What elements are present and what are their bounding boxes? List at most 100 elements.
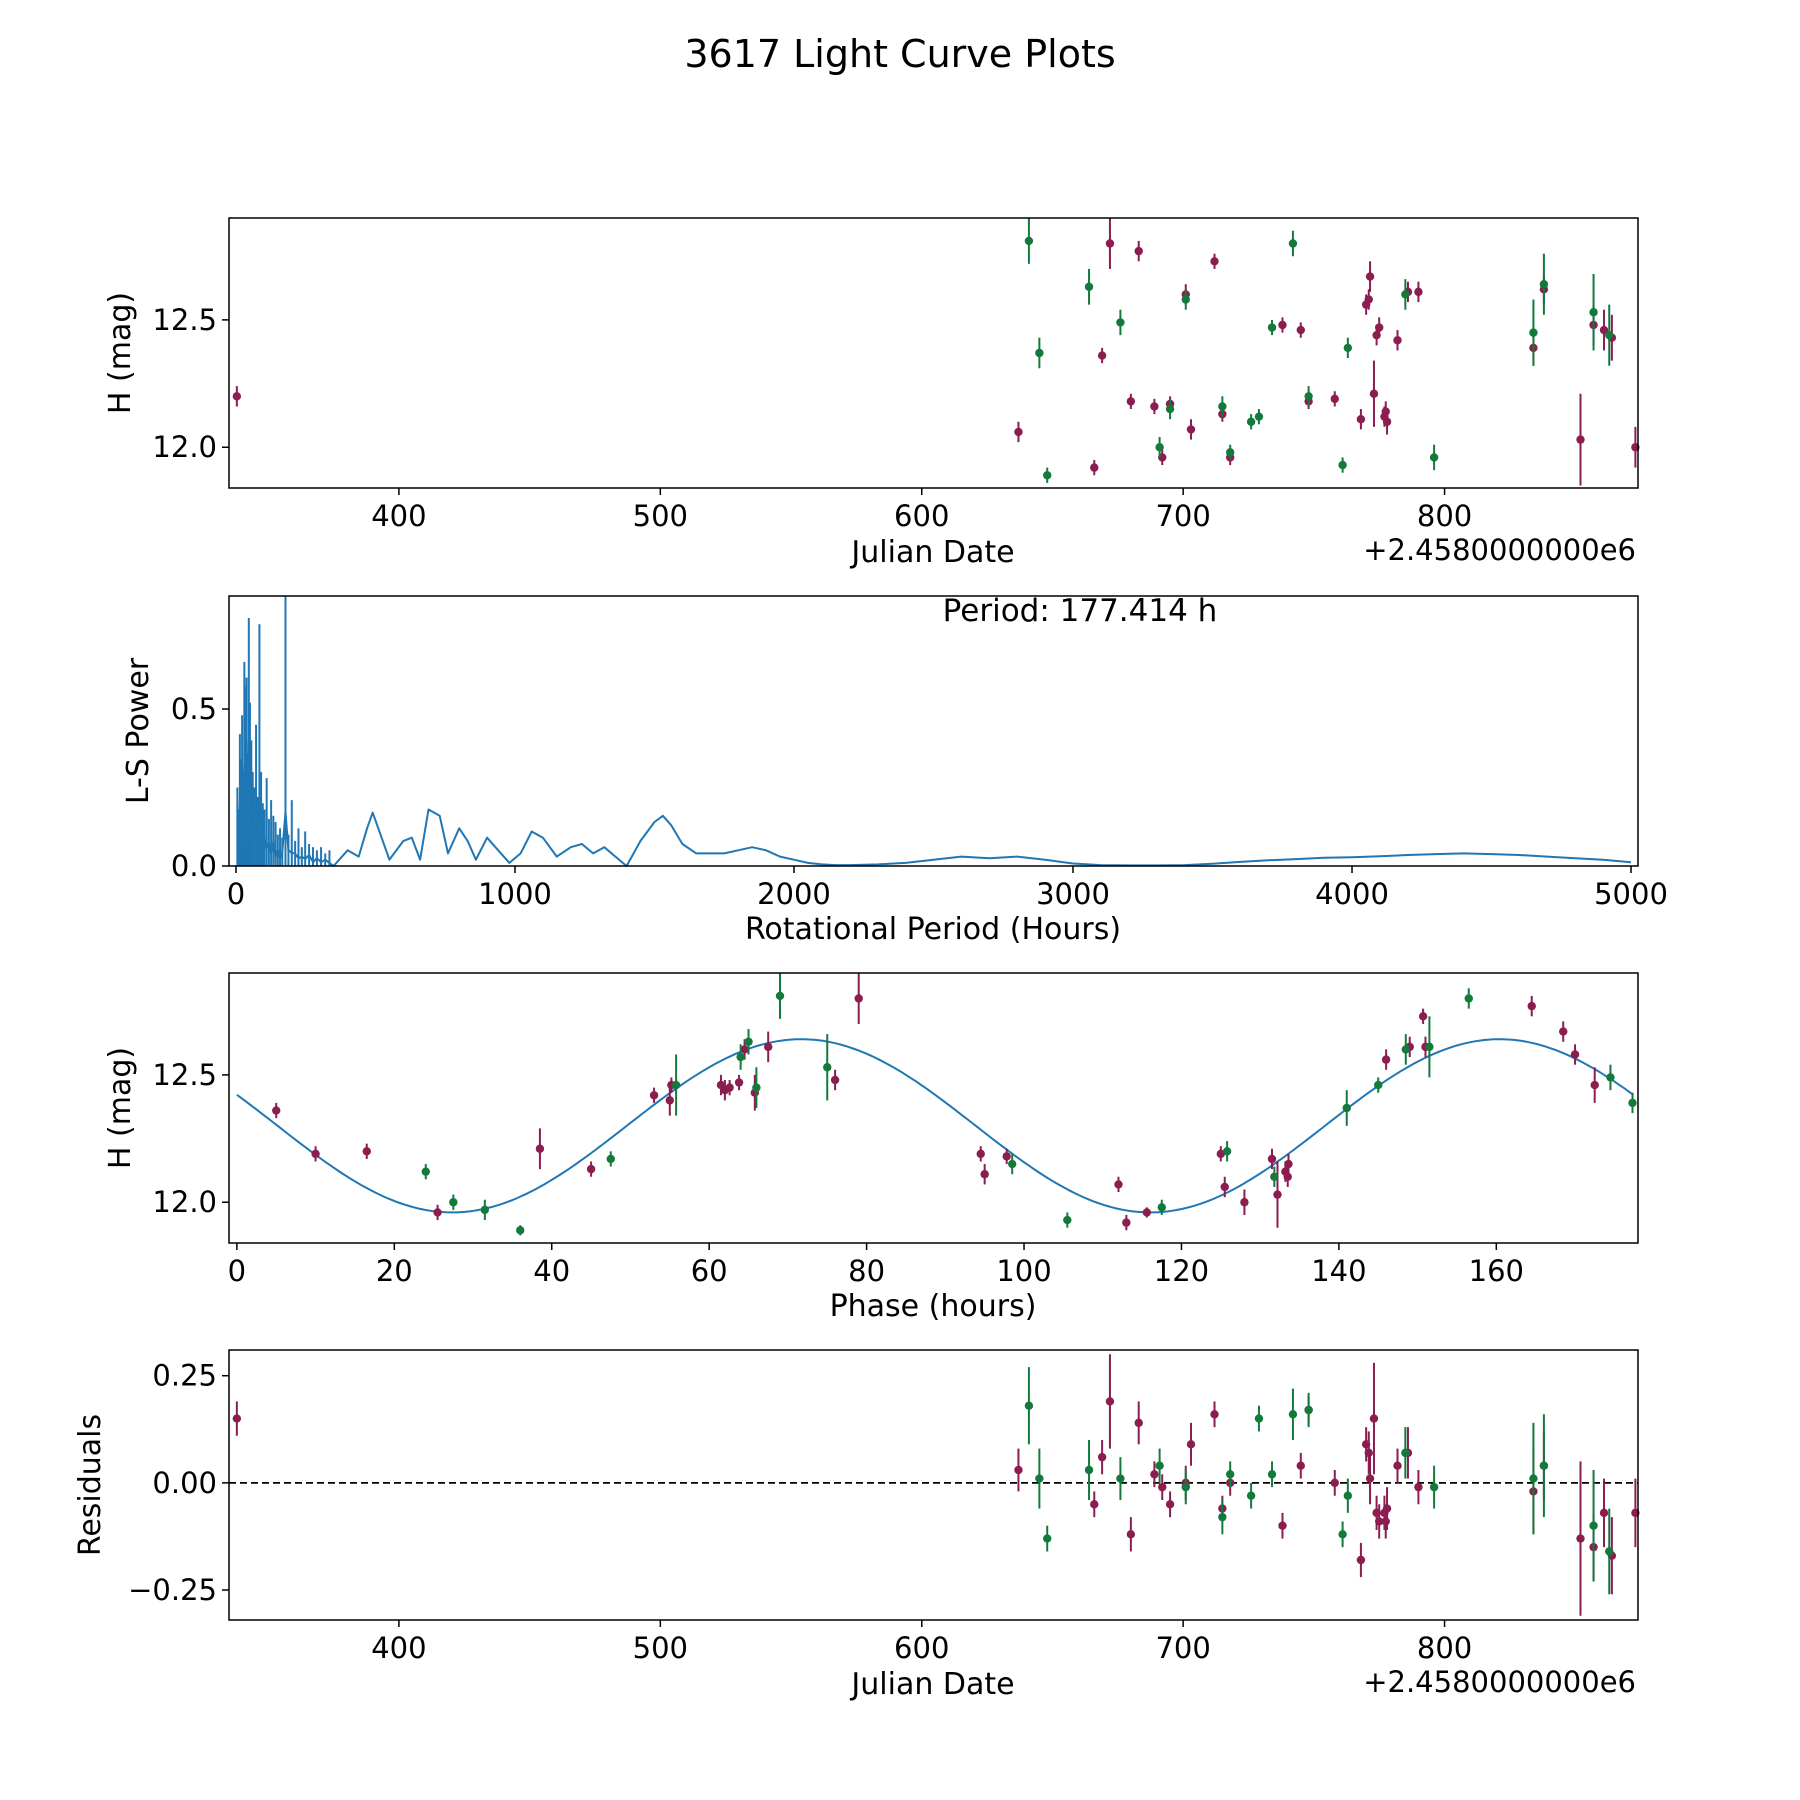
data-point-green [1246, 417, 1256, 426]
data-point-magenta [976, 1149, 985, 1159]
data-point-magenta [1216, 1149, 1226, 1159]
x-tick-label: 4000 [1315, 877, 1389, 911]
phase-marks [236, 973, 1637, 1236]
data-point-green [1035, 348, 1044, 358]
data-point-magenta [1381, 1517, 1390, 1526]
data-point-magenta [1273, 1190, 1282, 1199]
data-point-magenta [232, 392, 242, 401]
data-point-magenta [1002, 1152, 1011, 1161]
data-point-green [606, 1154, 615, 1164]
data-point-magenta [740, 1045, 749, 1054]
data-point-magenta [1393, 336, 1402, 345]
x-tick-label: 600 [894, 499, 949, 533]
x-tick-label: 600 [894, 1631, 949, 1665]
data-point-magenta [1296, 1461, 1305, 1470]
data-point-magenta [1330, 394, 1339, 404]
data-point-magenta [1150, 402, 1159, 411]
data-point-magenta [1014, 427, 1023, 437]
data-point-green [1605, 1547, 1614, 1556]
data-point-green [1401, 1448, 1410, 1458]
x-tick-label: 120 [1154, 1254, 1209, 1288]
data-point-magenta [1414, 287, 1423, 297]
x-tick-label: 80 [848, 1254, 885, 1288]
data-point-green [1063, 1215, 1072, 1225]
x-tick-label: 40 [533, 1254, 570, 1288]
data-point-magenta [1278, 1521, 1287, 1530]
data-point-magenta [1418, 1012, 1428, 1021]
data-point-magenta [1375, 323, 1384, 332]
period-annotation: Period: 177.414 h [943, 593, 1218, 629]
data-point-green [1429, 1482, 1439, 1492]
data-point-magenta [1240, 1198, 1249, 1207]
data-point-green [1181, 295, 1190, 304]
residuals-ticks: 400 500 600 700 800 0.25 0.00 −0.25 [128, 1359, 1472, 1665]
x-tick-label: 20 [376, 1254, 413, 1288]
data-point-magenta [1150, 1470, 1159, 1479]
data-point-green [775, 991, 785, 1001]
data-point-magenta [1090, 1500, 1099, 1509]
data-point-magenta [1356, 415, 1366, 424]
periodogram-marks [236, 596, 1632, 867]
data-point-green [1539, 280, 1549, 289]
data-point-green [1035, 1474, 1044, 1483]
data-point-green [516, 1226, 525, 1235]
data-point-magenta [1134, 246, 1143, 256]
data-point-magenta [1158, 1482, 1167, 1492]
data-point-green [1425, 1042, 1434, 1052]
x-tick-label: 160 [1469, 1254, 1524, 1288]
data-point-green [1226, 448, 1235, 457]
data-point-green [1043, 471, 1052, 480]
data-point-green [1246, 1491, 1256, 1500]
periodogram-ylabel: L-S Power [121, 657, 156, 804]
data-point-magenta [1134, 1418, 1143, 1428]
data-point-green [1539, 1461, 1549, 1470]
data-point-magenta [1590, 1080, 1599, 1090]
residuals-xlabel: Julian Date [849, 1667, 1014, 1702]
x-tick-label: 60 [691, 1254, 728, 1288]
x-tick-label: 500 [633, 1631, 688, 1665]
y-tick-label: 0.5 [171, 692, 217, 726]
periodogram-ticks: 0 1000 2000 3000 4000 5000 0.0 0.5 [171, 692, 1668, 911]
phase-xlabel: Phase (hours) [830, 1289, 1037, 1324]
data-point-magenta [586, 1164, 596, 1174]
data-point-green [1288, 239, 1298, 248]
data-point-magenta [1365, 272, 1375, 281]
data-point-green [1254, 1414, 1264, 1423]
x-tick-label: 5000 [1594, 877, 1668, 911]
phase-model-curve [236, 1038, 1634, 1214]
y-tick-label: 0.0 [171, 849, 217, 883]
y-tick-label: 12.5 [152, 303, 217, 337]
data-point-magenta [1381, 1055, 1391, 1064]
periodogram-panel: 0 1000 2000 3000 4000 5000 0.0 0.5 Period: 177.… [121, 593, 1668, 947]
data-point-magenta [1527, 1001, 1536, 1011]
data-point-magenta [1097, 351, 1107, 360]
data-point-green [449, 1198, 458, 1207]
data-point-magenta [1382, 417, 1392, 426]
x-tick-label: 400 [371, 1631, 426, 1665]
data-point-green [1338, 460, 1347, 470]
x-tick-label: 1000 [478, 877, 552, 911]
y-tick-label: 12.5 [152, 1058, 217, 1092]
data-point-green [736, 1052, 745, 1062]
lightcurve-ticks: 400 500 600 700 800 12.0 12.5 [152, 303, 1472, 533]
periodogram-xlabel: Rotational Period (Hours) [745, 912, 1121, 947]
lightcurve-frame [228, 217, 1639, 489]
data-point-magenta [854, 994, 863, 1003]
data-point-green [1008, 1159, 1017, 1169]
x-tick-label: 2000 [757, 877, 831, 911]
data-point-magenta [1210, 1410, 1219, 1419]
data-point-magenta [734, 1078, 744, 1087]
data-point-magenta [1186, 425, 1196, 434]
data-point-green [1084, 282, 1094, 291]
data-point-green [1589, 1521, 1598, 1530]
data-point-magenta [362, 1147, 371, 1156]
data-point-magenta [1570, 1050, 1580, 1059]
y-tick-label: 12.0 [152, 1185, 217, 1219]
data-point-magenta [232, 1414, 242, 1423]
data-point-magenta [1278, 320, 1287, 330]
data-point-green [1343, 1491, 1353, 1500]
phase-panel: 0 20 40 60 80 100 120 140 160 12.0 12.5 Phase (hou… [103, 972, 1639, 1324]
data-point-green [1155, 1461, 1164, 1470]
y-tick-label: −0.25 [128, 1573, 217, 1607]
data-point-magenta [1382, 1504, 1392, 1513]
